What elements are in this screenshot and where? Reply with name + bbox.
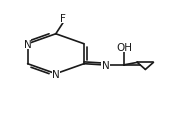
- Text: N: N: [52, 69, 60, 79]
- Text: F: F: [60, 14, 66, 24]
- Text: N: N: [102, 60, 109, 70]
- Text: N: N: [24, 39, 31, 49]
- Text: OH: OH: [116, 42, 132, 52]
